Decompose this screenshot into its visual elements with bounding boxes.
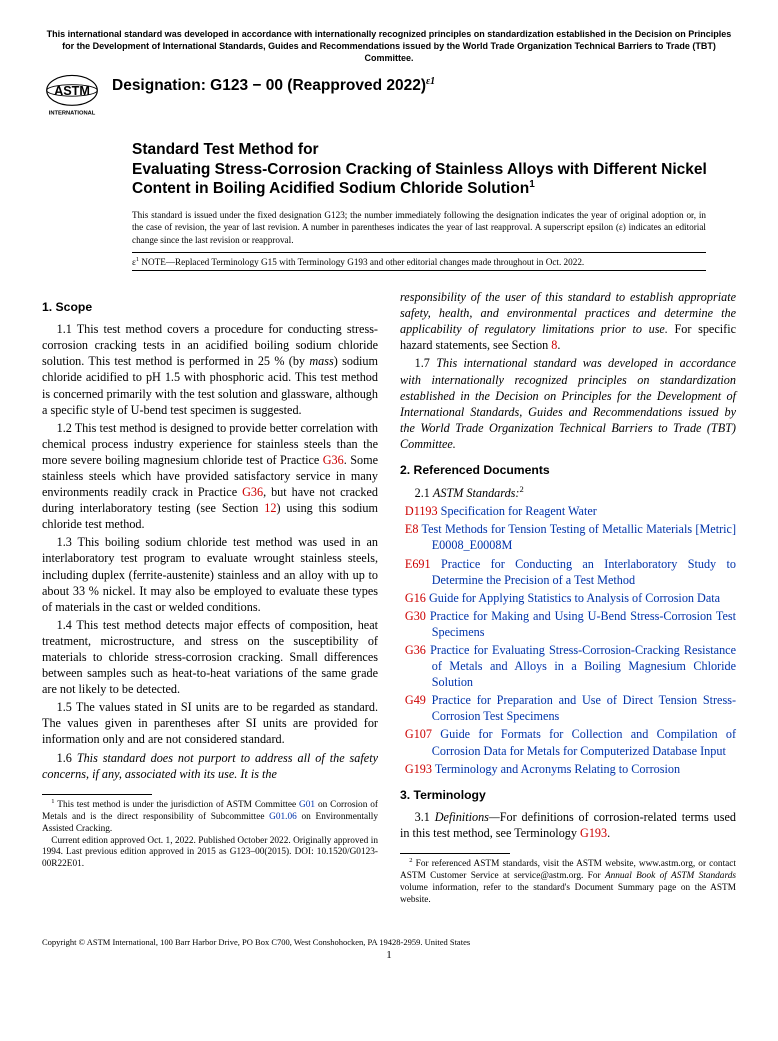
title-lead: Standard Test Method for <box>132 140 736 159</box>
footnote-rule <box>42 794 152 795</box>
refdocs-heading: 2. Referenced Documents <box>400 462 736 478</box>
right-column: responsibility of the user of this stand… <box>400 289 736 907</box>
page: This international standard was develope… <box>0 0 778 979</box>
para-1-1: 1.1 This test method covers a procedure … <box>42 321 378 418</box>
left-column: 1. Scope 1.1 This test method covers a p… <box>42 289 378 907</box>
ref-g36[interactable]: G36 Practice for Evaluating Stress-Corro… <box>400 642 736 690</box>
ref-g01[interactable]: G01 <box>299 800 315 810</box>
svg-text:ASTM: ASTM <box>54 84 90 98</box>
para-1-3: 1.3 This boiling sodium chloride test me… <box>42 534 378 614</box>
epsilon-note: ɛ1 NOTE—Replaced Terminology G15 with Te… <box>132 252 706 271</box>
footnote-1b: Current edition approved Oct. 1, 2022. P… <box>42 836 378 872</box>
scope-heading: 1. Scope <box>42 299 378 315</box>
copyright-line: Copyright © ASTM International, 100 Barr… <box>42 937 736 947</box>
ref-section-12[interactable]: 12 <box>264 501 276 515</box>
title-main-text: Evaluating Stress-Corrosion Cracking of … <box>132 161 707 198</box>
footnote-rule-2 <box>400 853 510 854</box>
para-3-1: 3.1 Definitions—For definitions of corro… <box>400 809 736 841</box>
fixed-note: This standard is issued under the fixed … <box>132 209 736 246</box>
eps-text: NOTE—Replaced Terminology G15 with Termi… <box>139 257 584 267</box>
ref-g16[interactable]: G16 Guide for Applying Statistics to Ana… <box>400 590 736 606</box>
footnote-1: 1 This test method is under the jurisdic… <box>42 798 378 836</box>
designation-sup: ɛ1 <box>426 76 435 87</box>
ref-e691[interactable]: E691 Practice for Conducting an Interlab… <box>400 556 736 588</box>
ref-g49[interactable]: G49 Practice for Preparation and Use of … <box>400 692 736 724</box>
designation-text: Designation: G123 − 00 (Reapproved 2022) <box>112 78 426 95</box>
ref-g193-inline[interactable]: G193 <box>580 826 607 840</box>
header-row: ASTM INTERNATIONAL Designation: G123 − 0… <box>42 72 736 118</box>
ref-e8[interactable]: E8 Test Methods for Tension Testing of M… <box>400 521 736 553</box>
para-2-1: 2.1 ASTM Standards:2 <box>400 484 736 501</box>
ref-g107[interactable]: G107 Guide for Formats for Collection an… <box>400 726 736 758</box>
ref-g193[interactable]: G193 Terminology and Acronyms Relating t… <box>400 761 736 777</box>
footnote-2: 2 For referenced ASTM standards, visit t… <box>400 857 736 907</box>
svg-text:INTERNATIONAL: INTERNATIONAL <box>49 111 96 117</box>
para-1-2: 1.2 This test method is designed to prov… <box>42 420 378 533</box>
ref-g30[interactable]: G30 Practice for Making and Using U-Bend… <box>400 608 736 640</box>
reference-list: D1193 Specification for Reagent Water E8… <box>400 503 736 777</box>
designation: Designation: G123 − 00 (Reapproved 2022)… <box>112 76 435 95</box>
para-1-4: 1.4 This test method detects major effec… <box>42 617 378 697</box>
para-1-7: 1.7 This international standard was deve… <box>400 355 736 452</box>
title-block: Standard Test Method for Evaluating Stre… <box>132 140 736 198</box>
safety-italic-left: This standard does not purport to addres… <box>42 751 378 781</box>
ref-g0106[interactable]: G01.06 <box>269 812 297 822</box>
body-columns: 1. Scope 1.1 This test method covers a p… <box>42 289 736 907</box>
title-main: Evaluating Stress-Corrosion Cracking of … <box>132 160 736 199</box>
ref-d1193[interactable]: D1193 Specification for Reagent Water <box>400 503 736 519</box>
ref-g36[interactable]: G36 <box>323 453 344 467</box>
top-notice: This international standard was develope… <box>42 28 736 64</box>
terminology-heading: 3. Terminology <box>400 787 736 803</box>
para-1-6: 1.6 This standard does not purport to ad… <box>42 750 378 782</box>
para-1-6-cont: responsibility of the user of this stand… <box>400 289 736 353</box>
page-number: 1 <box>42 949 736 961</box>
title-sup: 1 <box>529 179 535 190</box>
astm-logo-icon: ASTM INTERNATIONAL <box>42 72 102 118</box>
ref-g36[interactable]: G36 <box>242 485 263 499</box>
para-1-5: 1.5 The values stated in SI units are to… <box>42 699 378 747</box>
